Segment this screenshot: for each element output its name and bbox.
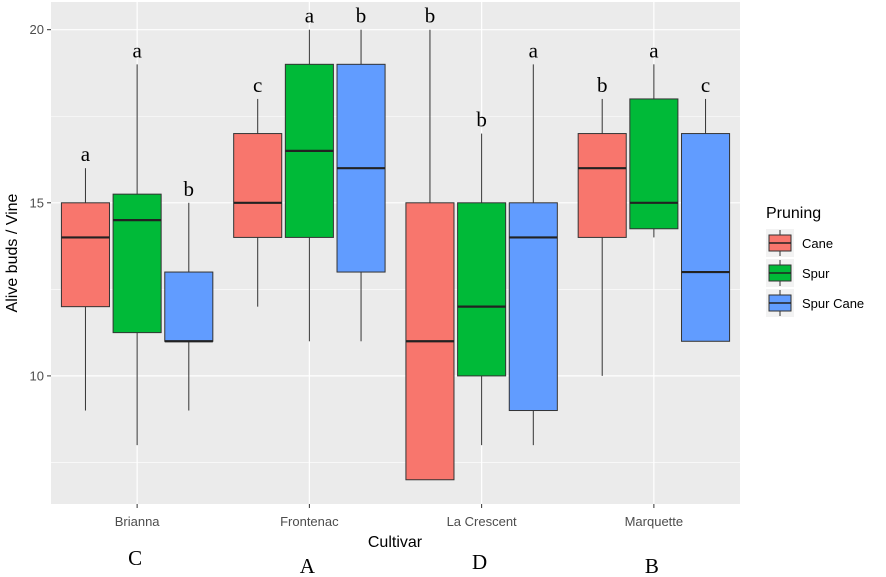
legend-key-spur-cane (766, 289, 794, 317)
x-axis-title: Cultivar (368, 534, 423, 551)
plot-panel (51, 2, 740, 504)
boxes-layer (60, 29, 731, 481)
box-cane-frontenac (233, 98, 283, 307)
box-iqr (60, 202, 110, 308)
box-iqr (233, 133, 283, 238)
box-spur-brianna (112, 64, 162, 446)
significance-letter: c (701, 73, 710, 97)
legend: Pruning Cane Spur Spur Cane (766, 205, 864, 317)
significance-letter: c (253, 73, 262, 97)
box-iqr (629, 98, 679, 230)
box-iqr (164, 271, 214, 342)
significance-letter: b (476, 108, 487, 132)
legend-label: Spur (802, 266, 830, 281)
legend-label: Cane (802, 236, 833, 251)
box-iqr (457, 202, 507, 377)
box-spur-la-crescent (457, 133, 507, 446)
x-tick-label: Marquette (625, 514, 684, 529)
box-spur-marquette (629, 64, 679, 238)
box-spur-cane-marquette (681, 98, 731, 342)
significance-letter: b (597, 73, 608, 97)
y-tick-label: 20 (30, 22, 44, 37)
box-cane-la-crescent (405, 29, 455, 481)
significance-letter: a (529, 38, 539, 62)
significance-letter: a (81, 142, 91, 166)
box-iqr (681, 133, 731, 342)
significance-letter: b (425, 4, 436, 28)
x-tick-label: Brianna (115, 514, 161, 529)
box-spur-cane-la-crescent (508, 64, 558, 446)
significance-letter: a (649, 38, 659, 62)
legend-label: Spur Cane (802, 296, 864, 311)
x-tick-label: La Crescent (447, 514, 517, 529)
box-iqr (577, 133, 627, 238)
x-tick-label: Frontenac (280, 514, 339, 529)
box-cane-brianna (60, 168, 110, 411)
box-spur-cane-frontenac (336, 29, 386, 342)
y-tick-label: 15 (30, 195, 44, 210)
box-iqr (112, 193, 162, 334)
y-axis-title: Alive buds / Vine (4, 193, 21, 312)
y-tick-label: 10 (30, 368, 44, 383)
x-axis: Brianna Frontenac La Crescent Marquette (115, 504, 683, 529)
significance-letter: b (356, 4, 367, 28)
significance-letters: a c b b a a b a b b a c (81, 4, 710, 201)
cultivar-letter: D (472, 550, 487, 574)
box-spur-frontenac (284, 29, 334, 342)
cultivar-letter: C (128, 546, 142, 570)
box-spur-cane-brianna (164, 202, 214, 411)
cultivar-letter: A (300, 554, 316, 577)
significance-letter: a (305, 4, 315, 28)
cultivar-letter: B (645, 554, 659, 577)
significance-letter: a (132, 38, 142, 62)
legend-key-spur (766, 259, 794, 287)
box-cane-marquette (577, 98, 627, 376)
legend-title: Pruning (766, 205, 821, 222)
box-iqr (508, 202, 558, 412)
legend-key-cane (766, 229, 794, 257)
y-axis: 10 15 20 (30, 22, 51, 383)
significance-letter: b (184, 177, 195, 201)
